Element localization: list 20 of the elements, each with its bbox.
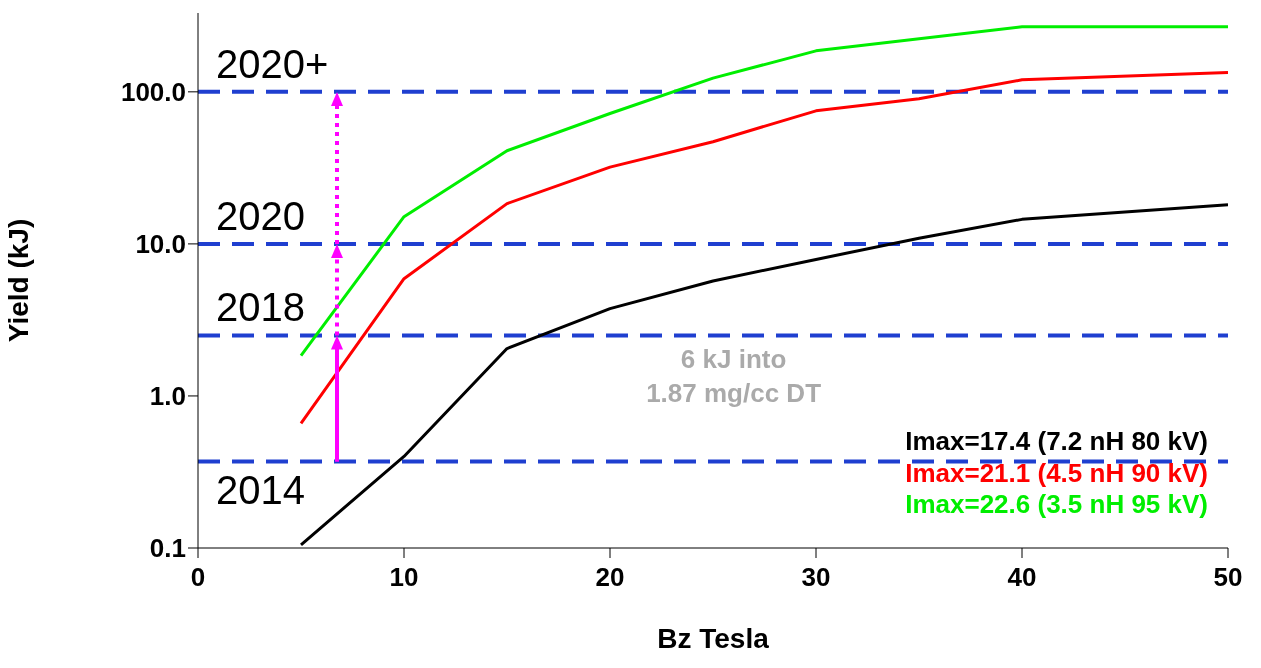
annotation: 2020 — [216, 192, 305, 240]
x-tick-label: 30 — [801, 562, 831, 593]
text: Imax=22.6 (3.5 nH 95 kV) — [905, 488, 1208, 520]
text: Imax=21.1 (4.5 nH 90 kV) — [905, 457, 1208, 489]
y-tick-label: 100.0 — [120, 77, 186, 108]
y-axis-title: Yield (kJ) — [2, 218, 34, 343]
x-tick-label: 0 — [190, 562, 206, 593]
y-tick-label: 1.0 — [149, 381, 186, 412]
x-tick-label: 20 — [595, 562, 625, 593]
x-tick-label: 50 — [1213, 562, 1243, 593]
annotation: 2018 — [216, 284, 305, 332]
y-tick-label: 0.1 — [149, 533, 186, 564]
text: Imax=17.4 (7.2 nH 80 kV) — [905, 426, 1208, 458]
annotation: 2014 — [216, 466, 305, 514]
y-tick-label: 10.0 — [135, 229, 186, 260]
x-axis-title: Bz Tesla — [657, 623, 770, 654]
x-tick-label: 40 — [1007, 562, 1037, 593]
x-tick-label: 10 — [389, 562, 419, 593]
annotation: 6 kJ into 1.87 mg/cc DT — [645, 343, 822, 410]
annotation: 2020+ — [216, 40, 329, 88]
